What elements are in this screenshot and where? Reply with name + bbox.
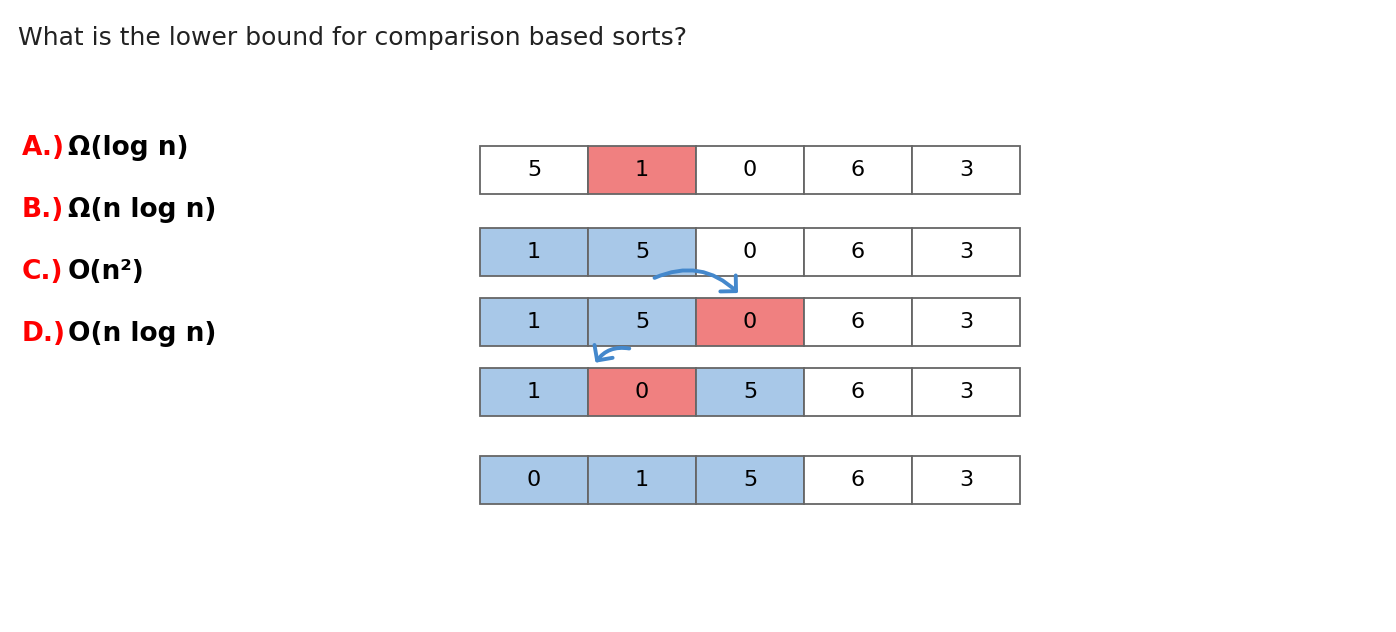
Bar: [480, 146, 588, 194]
Text: 1: 1: [635, 160, 649, 180]
Bar: [804, 228, 912, 276]
Bar: [480, 456, 588, 504]
Text: O(n log n): O(n log n): [68, 321, 216, 347]
Text: 5: 5: [743, 382, 757, 402]
Bar: [480, 228, 588, 276]
Text: 1: 1: [635, 470, 649, 490]
Text: 6: 6: [852, 242, 866, 262]
Bar: [588, 228, 697, 276]
Bar: [804, 146, 912, 194]
Text: 0: 0: [743, 160, 757, 180]
Text: 3: 3: [959, 382, 973, 402]
Text: 0: 0: [743, 242, 757, 262]
Bar: [912, 456, 1020, 504]
Text: 3: 3: [959, 242, 973, 262]
Bar: [588, 368, 697, 416]
Text: What is the lower bound for comparison based sorts?: What is the lower bound for comparison b…: [18, 26, 687, 50]
Bar: [697, 456, 804, 504]
FancyArrowPatch shape: [655, 270, 736, 291]
Text: C.): C.): [22, 259, 63, 285]
Bar: [912, 368, 1020, 416]
Text: 6: 6: [852, 382, 866, 402]
Bar: [804, 456, 912, 504]
Text: 1: 1: [526, 242, 542, 262]
Text: O(n²): O(n²): [68, 259, 145, 285]
Bar: [804, 368, 912, 416]
Bar: [588, 298, 697, 346]
Text: 5: 5: [635, 312, 649, 332]
Text: A.): A.): [22, 135, 66, 161]
Bar: [912, 298, 1020, 346]
Bar: [588, 146, 697, 194]
Bar: [697, 228, 804, 276]
Text: 3: 3: [959, 470, 973, 490]
Bar: [912, 146, 1020, 194]
Bar: [697, 368, 804, 416]
Bar: [697, 146, 804, 194]
Text: 0: 0: [743, 312, 757, 332]
Text: 6: 6: [852, 160, 866, 180]
Bar: [912, 228, 1020, 276]
Text: Ω(log n): Ω(log n): [68, 135, 188, 161]
Text: 5: 5: [526, 160, 542, 180]
Text: 5: 5: [743, 470, 757, 490]
Text: 6: 6: [852, 312, 866, 332]
Bar: [804, 298, 912, 346]
Bar: [480, 298, 588, 346]
Bar: [480, 368, 588, 416]
Text: D.): D.): [22, 321, 66, 347]
Text: 1: 1: [526, 312, 542, 332]
Bar: [588, 456, 697, 504]
Text: 1: 1: [526, 382, 542, 402]
FancyArrowPatch shape: [595, 345, 630, 360]
Bar: [697, 298, 804, 346]
Text: B.): B.): [22, 197, 64, 223]
Text: 0: 0: [635, 382, 649, 402]
Text: 3: 3: [959, 312, 973, 332]
Text: Ω(n log n): Ω(n log n): [68, 197, 216, 223]
Text: 0: 0: [526, 470, 542, 490]
Text: 6: 6: [852, 470, 866, 490]
Text: 5: 5: [635, 242, 649, 262]
Text: 3: 3: [959, 160, 973, 180]
